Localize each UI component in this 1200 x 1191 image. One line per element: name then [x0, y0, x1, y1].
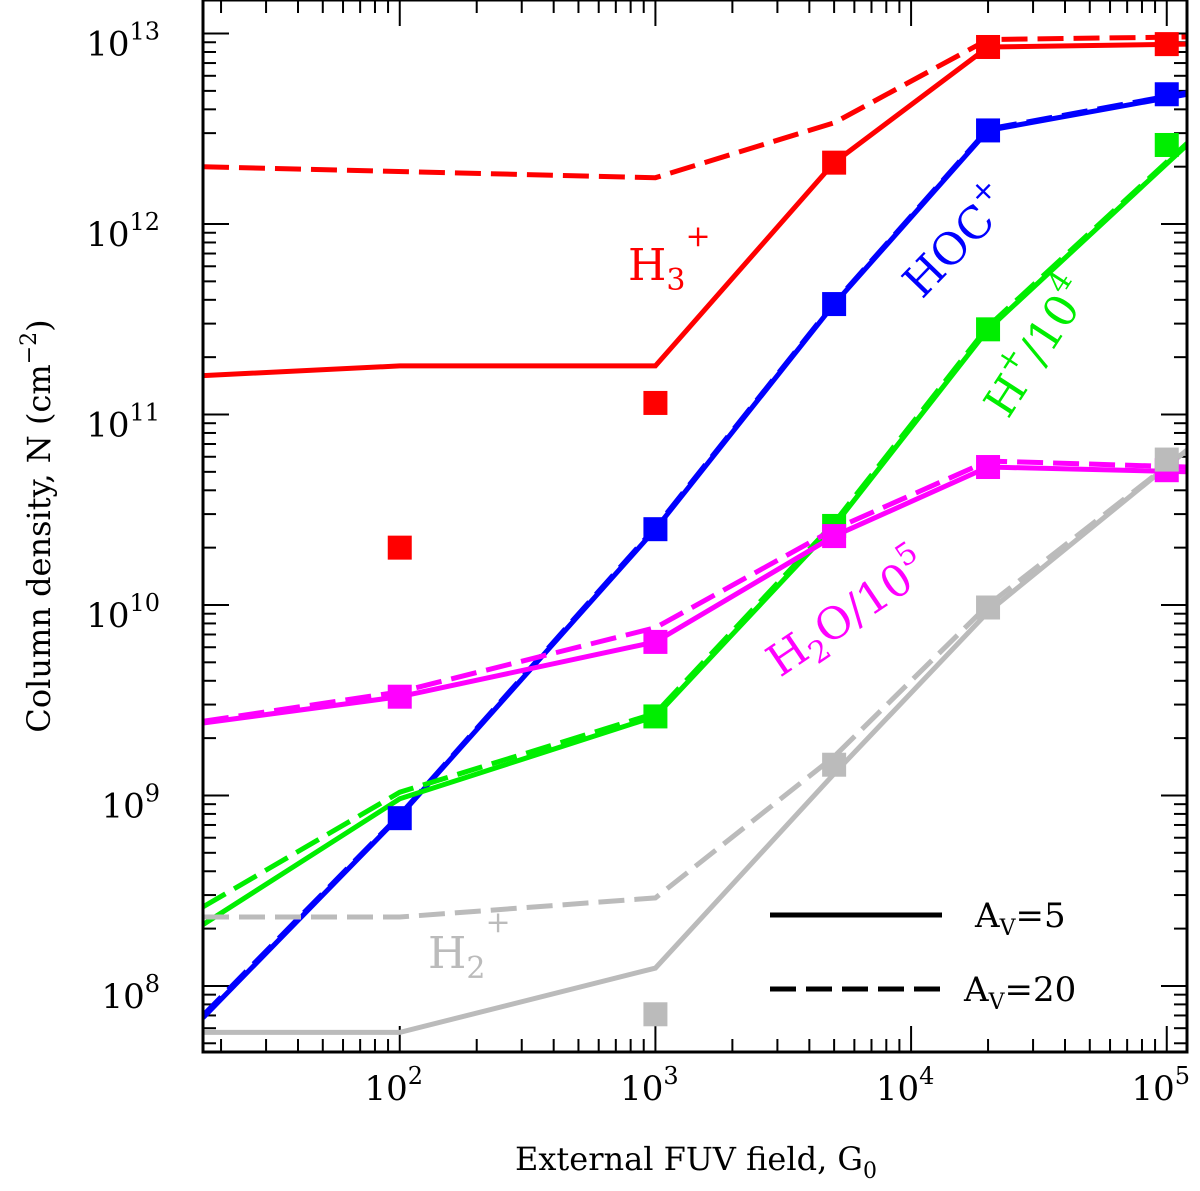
series-h3p-marker	[822, 150, 847, 175]
tick-labels: 102 103 104 105 108 109 1010 1011 1012 1013	[86, 18, 1190, 1109]
series-markers	[387, 32, 1179, 1027]
series-h2o-marker	[822, 524, 847, 549]
x-tick-label: 104	[876, 1062, 935, 1109]
axis-ticks	[203, 0, 1187, 1052]
series-h3p-marker	[643, 390, 668, 415]
y-tick-label: 109	[101, 779, 160, 826]
x-tick-label: 102	[364, 1062, 423, 1109]
series-hocp-marker	[1154, 82, 1179, 107]
series-h2o-marker	[387, 684, 412, 709]
series-hocp-marker	[643, 517, 668, 542]
series-h2p-marker	[643, 1002, 668, 1027]
label-h2o: H2O/105	[753, 535, 943, 693]
y-axis-label: Column density, N (cm−2)	[17, 319, 58, 732]
x-tick-label: 103	[620, 1062, 679, 1109]
series-lines	[203, 34, 1187, 1035]
x-axis-label: External FUV field, G0	[515, 1140, 877, 1184]
series-h2o-marker	[976, 455, 1001, 480]
x-tick-label: 105	[1131, 1062, 1190, 1109]
series-h2p-marker	[822, 752, 847, 777]
y-tick-label: 108	[101, 970, 160, 1017]
series-h3p-solid-line	[203, 41, 1187, 379]
series-hp-dashed-line	[203, 141, 1187, 910]
legend: AV=5 AV=20	[770, 896, 1076, 1015]
series-h2p-marker	[976, 595, 1001, 620]
series-h3p-marker	[976, 34, 1001, 59]
series-h3p-marker	[387, 535, 412, 560]
y-tick-label: 1013	[86, 18, 160, 65]
series-hocp-marker	[387, 806, 412, 831]
plot-frame	[201, 0, 1189, 1054]
series-h2p-solid-line	[203, 448, 1187, 1035]
series-h2p-dashed-line	[203, 448, 1187, 920]
series-hp-solid-line	[203, 143, 1187, 927]
label-h3p: H3+	[628, 219, 711, 298]
label-hocp: HOC+	[887, 170, 1023, 308]
series-hp-marker	[1154, 132, 1179, 157]
series-hocp-marker	[976, 118, 1001, 143]
series-h3p-marker	[1154, 32, 1179, 57]
y-tick-label: 1011	[86, 399, 160, 446]
legend-dashed-label: AV=20	[963, 970, 1076, 1015]
series-h2o-solid-line	[203, 464, 1187, 726]
series-hp-marker	[643, 704, 668, 729]
series-h2p-marker	[1154, 447, 1179, 472]
series-hp-marker	[976, 317, 1001, 342]
legend-solid-label: AV=5	[974, 896, 1066, 941]
series-hocp-marker	[822, 292, 847, 317]
y-tick-label: 1010	[86, 589, 160, 636]
label-h2p: H2+	[428, 905, 511, 986]
series-h2o-dashed-line	[203, 458, 1187, 724]
series-h3p-dashed-line	[203, 34, 1187, 181]
series-hocp-solid-line	[203, 91, 1187, 1020]
series-h2o-marker	[643, 629, 668, 654]
y-tick-label: 1012	[86, 208, 160, 255]
